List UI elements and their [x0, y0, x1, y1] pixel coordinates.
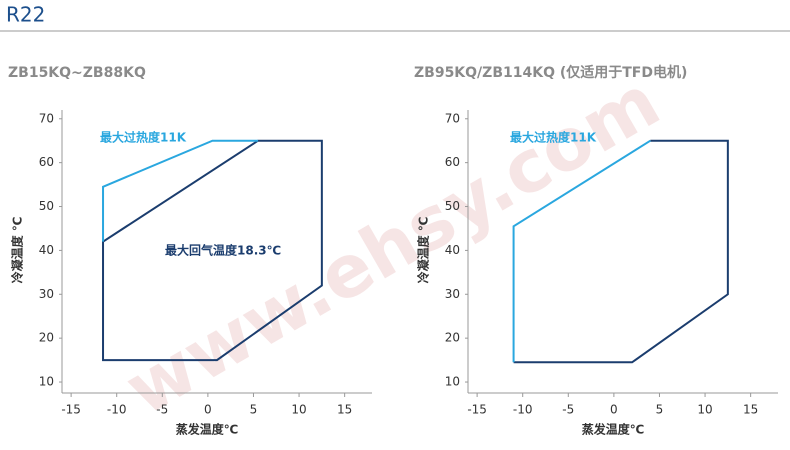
y-tick-label: 60	[445, 155, 460, 169]
x-tick-label: 5	[656, 403, 664, 417]
y-tick-label: 60	[39, 155, 54, 169]
x-tick-label: 0	[610, 403, 618, 417]
x-tick-label: 15	[337, 403, 352, 417]
annotation: 最大过热度11K	[510, 130, 597, 145]
x-tick-label: -15	[467, 403, 487, 417]
envelope-line	[102, 139, 323, 362]
header: R22	[6, 3, 45, 27]
y-tick-label: 70	[445, 111, 460, 125]
y-tick-label: 40	[39, 243, 54, 257]
annotation: 最大过热度11K	[100, 130, 187, 145]
annotation: 最大回气温度18.3℃	[165, 243, 281, 258]
x-tick-label: -15	[61, 403, 81, 417]
y-tick-label: 20	[39, 331, 54, 345]
y-tick-label: 30	[445, 287, 460, 301]
y-tick-label: 20	[445, 331, 460, 345]
y-tick-label: 30	[39, 287, 54, 301]
x-tick-label: 10	[697, 403, 712, 417]
chart-title: ZB95KQ/ZB114KQ (仅适用于TFD电机)	[414, 64, 687, 81]
y-tick-label: 40	[445, 243, 460, 257]
envelope-line	[512, 139, 651, 363]
x-axis-label: 蒸发温度℃	[176, 422, 239, 437]
x-tick-label: -5	[562, 403, 574, 417]
envelope-line	[102, 139, 259, 242]
x-tick-label: 10	[291, 403, 306, 417]
x-tick-label: -5	[156, 403, 168, 417]
chart-title: ZB15KQ~ZB88KQ	[8, 65, 146, 81]
x-axis-label: 蒸发温度℃	[582, 422, 645, 437]
y-axis-label: 冷凝温度 ℃	[10, 217, 25, 284]
x-tick-label: 5	[250, 403, 258, 417]
x-tick-label: 0	[204, 403, 212, 417]
y-tick-label: 10	[445, 375, 460, 389]
envelope-line	[513, 139, 729, 364]
x-tick-label: -10	[107, 403, 127, 417]
y-tick-label: 50	[39, 199, 54, 213]
y-tick-label: 50	[445, 199, 460, 213]
y-tick-label: 70	[39, 111, 54, 125]
y-tick-label: 10	[39, 375, 54, 389]
y-axis-label: 冷凝温度 ℃	[416, 217, 431, 284]
x-tick-label: 15	[743, 403, 758, 417]
x-tick-label: -10	[513, 403, 533, 417]
